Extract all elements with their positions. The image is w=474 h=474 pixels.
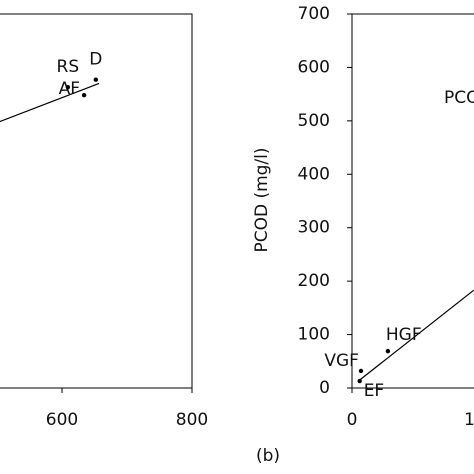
x-tick-label: 100 [464, 410, 474, 430]
x-tick-label: 0 [347, 410, 358, 430]
y-tick-label: 500 [298, 111, 330, 131]
trendline [0, 82, 100, 123]
y-tick-label: 200 [298, 271, 330, 291]
y-tick-label: 100 [298, 325, 330, 345]
x-tick-label: 800 [176, 410, 208, 430]
trendline [359, 289, 474, 381]
point [357, 378, 362, 384]
point-label: HGF [386, 325, 422, 345]
y-tick-label: 600 [298, 57, 330, 77]
point-label: RS [57, 57, 80, 77]
point [81, 93, 87, 98]
point-label: VGF [324, 351, 359, 371]
point [65, 84, 71, 90]
y-tick-label: 300 [298, 218, 330, 238]
point-label: EF [364, 381, 385, 401]
annotation: PCO [444, 88, 474, 108]
point-label: D [89, 50, 102, 70]
point [93, 77, 99, 82]
plot-frame [351, 13, 474, 389]
point-label: AF [59, 79, 80, 99]
plot-frame [0, 13, 193, 389]
y-axis-label: PCOD (mg/l) [252, 147, 272, 252]
y-tick-label: 700 [298, 4, 330, 24]
x-tick-label: 600 [46, 410, 78, 430]
y-tick-label: 0 [319, 378, 330, 398]
point [358, 368, 364, 374]
caption: (b) [256, 446, 280, 466]
y-tick-label: 400 [298, 164, 330, 184]
point [385, 348, 391, 354]
